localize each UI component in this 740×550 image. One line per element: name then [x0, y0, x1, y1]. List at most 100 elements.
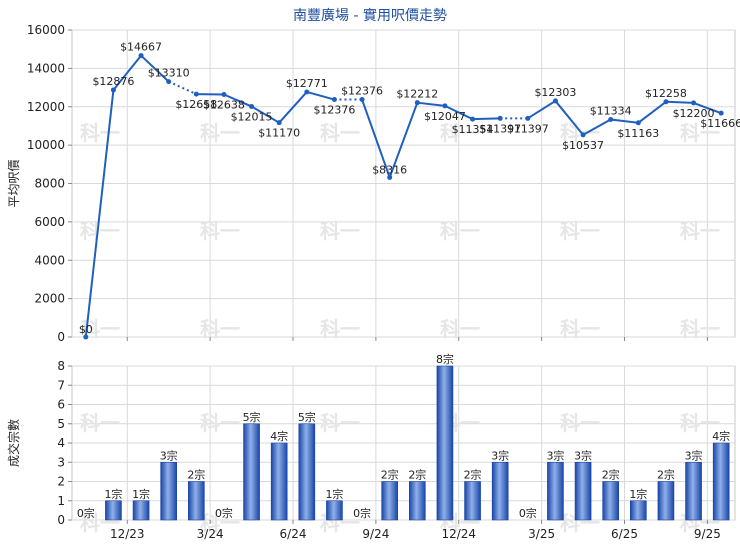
- bar: [685, 461, 702, 521]
- line-y-tick-label: 0: [57, 330, 65, 344]
- watermark-text: 科一: [200, 411, 240, 435]
- watermark-text: 科一: [320, 121, 360, 145]
- marks-layer: $0 $12876 $14667 $13310 $12658$12638$12015 $1…: [77, 41, 740, 521]
- line-point: [387, 174, 393, 180]
- line-y-tick-label: 12000: [27, 100, 65, 114]
- watermark-text: 科一: [680, 219, 720, 243]
- bar: [381, 481, 398, 521]
- line-point-label: $11397: [507, 122, 549, 135]
- axes-layer: 0 2000 4000 6000 8000 10000 12000 14000 16000 平均呎…: [6, 23, 721, 541]
- watermark-text: 科一: [200, 511, 240, 535]
- line-segment: [444, 104, 473, 121]
- line-y-tick-label: 6000: [34, 215, 65, 229]
- bar-label: 1宗: [132, 487, 150, 501]
- line-point: [193, 91, 199, 97]
- line-point: [470, 116, 476, 122]
- line-segment-dotted: [168, 80, 197, 96]
- bar-y-tick-label: 3: [57, 455, 65, 469]
- line-point: [249, 103, 255, 109]
- bar-label: 1宗: [629, 487, 647, 501]
- line-segment: [554, 100, 584, 136]
- line-y-tick-label: 16000: [27, 23, 65, 37]
- line-y-axis-title: 平均呎價: [7, 159, 21, 207]
- bar: [630, 500, 647, 521]
- line-point-label: $11170: [258, 127, 300, 140]
- bar-label: 2宗: [657, 468, 675, 482]
- line-segment: [610, 118, 639, 124]
- bar: [436, 365, 454, 521]
- line-point: [580, 132, 586, 138]
- grid-layer: [71, 29, 736, 521]
- line-segment: [278, 91, 308, 124]
- watermark-text: 科一: [680, 317, 720, 341]
- bar-y-tick-label: 1: [57, 494, 65, 508]
- bar: [574, 461, 592, 521]
- line-y-tick-label: 10000: [27, 138, 65, 152]
- line-point-label: $12771: [286, 77, 328, 90]
- watermark-text: 科一: [440, 317, 480, 341]
- bar: [326, 500, 343, 521]
- line-point: [718, 110, 724, 116]
- line-point-label: $12258: [645, 87, 687, 100]
- watermark-text: 科一: [80, 121, 120, 145]
- line-point-label: $12015: [231, 110, 273, 123]
- line-point: [442, 103, 448, 109]
- line-point: [83, 334, 89, 340]
- line-point-label: $12212: [396, 88, 438, 101]
- line-point: [663, 99, 669, 105]
- watermark-text: 科一: [80, 411, 120, 435]
- bar-label: 3宗: [574, 448, 592, 462]
- line-y-tick-label: 2000: [34, 292, 65, 306]
- line-point-label: $12876: [92, 75, 134, 88]
- bar-label: 3宗: [491, 448, 509, 462]
- bar: [657, 481, 675, 521]
- watermark-text: 科一: [560, 121, 600, 145]
- bar-label: 0宗: [77, 506, 95, 520]
- line-segment: [112, 54, 142, 91]
- line-segment: [140, 54, 170, 83]
- bar-label: 2宗: [464, 468, 482, 482]
- bar: [409, 481, 426, 521]
- line-point: [608, 117, 614, 123]
- bar-label: 0宗: [215, 506, 233, 520]
- line-segment: [251, 105, 280, 124]
- watermark-text: 科一: [320, 411, 360, 435]
- line-point-label: $11334: [590, 105, 632, 118]
- bar-label: 4宗: [712, 429, 730, 443]
- line-point-label: $12200: [673, 107, 715, 120]
- bar: [602, 481, 619, 521]
- bar-label: 4宗: [270, 429, 288, 443]
- line-point-label: $12376: [313, 104, 355, 117]
- line-point-label: $11397: [479, 122, 521, 135]
- bar-label: 0宗: [519, 506, 537, 520]
- bar: [464, 481, 481, 521]
- line-point: [552, 98, 558, 104]
- bar-y-tick-label: 5: [57, 417, 65, 431]
- line-point-label: $12303: [534, 86, 576, 99]
- bar: [132, 500, 150, 521]
- line-segment: [693, 101, 722, 115]
- bar-y-tick-label: 8: [57, 359, 65, 373]
- bar: [105, 500, 122, 521]
- line-point-label: $12047: [424, 110, 466, 123]
- bar-y-tick-label: 7: [57, 378, 65, 392]
- watermark-text: 科一: [440, 219, 480, 243]
- bar-label: 1宗: [325, 487, 343, 501]
- line-point-label: $11354: [452, 123, 494, 136]
- watermark-text: 科一: [200, 121, 240, 145]
- line-segment: [84, 89, 115, 338]
- x-tick-label: 9/24: [362, 527, 389, 541]
- bar: [491, 461, 509, 521]
- line-y-tick-label: 4000: [34, 253, 65, 267]
- bar-label: 3宗: [546, 448, 564, 462]
- x-tick-label: 6/24: [280, 527, 307, 541]
- line-segment: [417, 101, 446, 107]
- x-tick-label: 3/25: [528, 527, 555, 541]
- line-segment: [665, 100, 694, 104]
- x-tick-label: 12/24: [441, 527, 476, 541]
- line-point-label: $12658: [175, 98, 217, 111]
- bar-y-tick-label: 0: [57, 513, 65, 527]
- line-segment: [582, 118, 612, 136]
- bar-label: 0宗: [353, 506, 371, 520]
